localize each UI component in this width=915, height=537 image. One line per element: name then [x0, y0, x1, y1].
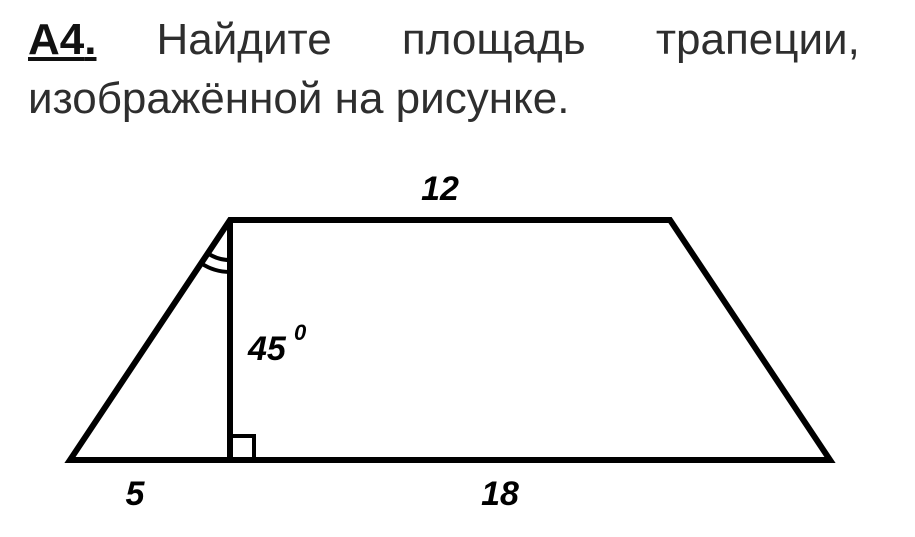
trapezoid-outline — [70, 220, 830, 460]
label-top: 12 — [421, 170, 459, 208]
problem-label-text: А4 — [28, 15, 84, 64]
angle-arc-2 — [201, 263, 230, 272]
problem-text: А4. Найдите площадь трапеции, изображённо… — [28, 10, 887, 129]
trapezoid-svg: 12 5 18 45 0 — [30, 160, 900, 530]
label-bottom-left: 5 — [126, 475, 146, 513]
angle-arc-1 — [208, 253, 230, 260]
label-angle-deg: 0 — [294, 320, 307, 345]
problem-line2: изображённой на рисунке. — [28, 74, 569, 123]
label-bottom-right: 18 — [481, 475, 519, 513]
trapezoid-figure: 12 5 18 45 0 — [30, 160, 900, 530]
problem-label: А4. — [28, 15, 96, 64]
problem-line1: Найдите площадь трапеции, — [156, 15, 859, 64]
page: А4. Найдите площадь трапеции, изображённо… — [0, 0, 915, 537]
label-angle: 45 — [247, 330, 287, 368]
right-angle-marker — [230, 436, 254, 460]
